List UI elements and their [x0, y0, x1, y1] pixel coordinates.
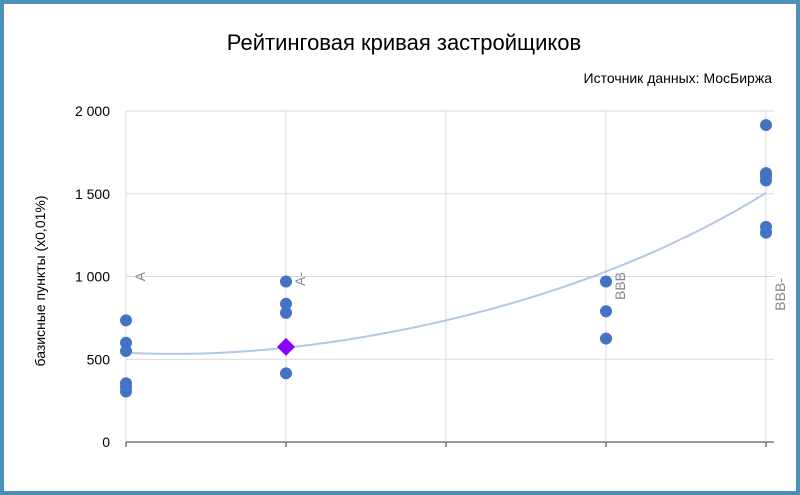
data-point — [280, 367, 292, 380]
data-point — [600, 305, 612, 318]
data-point — [120, 314, 132, 327]
data-point — [760, 174, 772, 187]
chart-title: Рейтинговая кривая застройщиков — [226, 30, 582, 55]
y-tick-label: 1 500 — [75, 186, 110, 202]
trend-curve — [125, 192, 767, 355]
y-tick-label: 2 000 — [75, 103, 110, 119]
plot-area: 0 500 1 000 1 500 2 000 A A- BBB BBB- — [75, 103, 788, 450]
y-tick-label: 1 000 — [75, 269, 110, 285]
data-point — [600, 275, 612, 288]
data-point — [760, 119, 772, 132]
data-point — [760, 226, 772, 239]
data-point — [280, 297, 292, 310]
y-tick-label: 0 — [102, 434, 110, 450]
data-point — [120, 344, 132, 357]
category-label: A- — [292, 272, 308, 286]
category-label: BBB — [612, 272, 628, 300]
data-point — [280, 306, 292, 319]
chart-source-note: Источник данных: МосБиржа — [583, 70, 772, 86]
data-point — [280, 275, 292, 288]
data-point — [120, 385, 132, 398]
highlighted-point — [277, 337, 295, 356]
data-point — [120, 336, 132, 349]
category-label: BBB- — [772, 278, 788, 311]
y-tick-label: 500 — [87, 351, 111, 367]
category-label: A — [132, 271, 148, 281]
data-point — [600, 332, 612, 345]
